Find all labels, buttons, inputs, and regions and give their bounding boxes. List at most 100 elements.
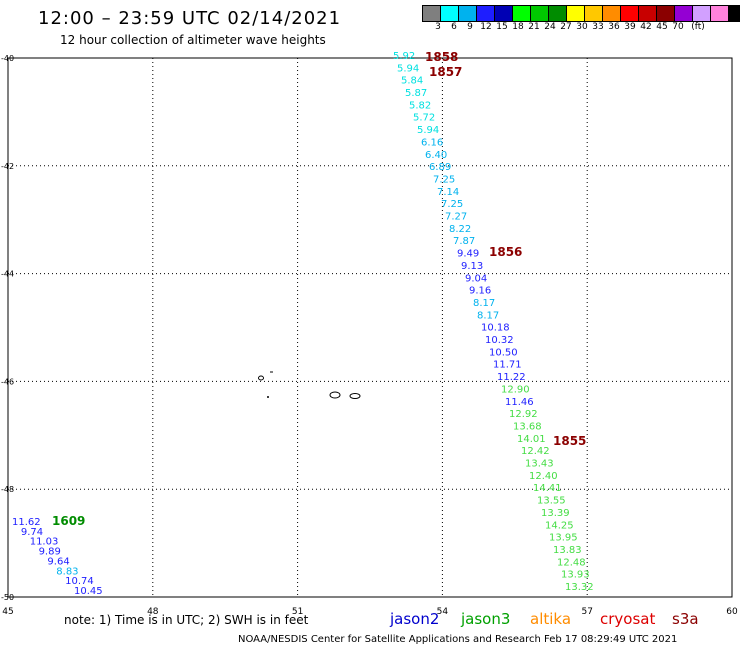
y-tick-label: -50	[1, 593, 14, 602]
swh-value: 8.83	[56, 566, 78, 577]
swh-value: 5.94	[417, 125, 439, 136]
swh-value: 6.16	[421, 137, 443, 148]
color-scale-labels: 3 6 9 12 15 18 21 24 27 30 33 36 39 42 45 70 (ft)	[422, 22, 740, 34]
swh-value: 13.68	[513, 421, 542, 432]
swh-value: 9.74	[21, 527, 43, 538]
swh-value: 7.87	[453, 236, 475, 247]
pass-time-label: 1609	[52, 514, 85, 528]
pass-time-label: 1857	[429, 65, 462, 79]
swh-value: 6.40	[425, 150, 447, 161]
swh-value: 10.32	[485, 335, 514, 346]
footer-note: note: 1) Time is in UTC; 2) SWH is in fe…	[64, 613, 309, 627]
x-tick-label: 45	[2, 607, 13, 617]
swh-value: 9.16	[469, 286, 491, 297]
scale-label: (ft)	[691, 22, 705, 32]
satellite-label: jason2	[390, 610, 440, 628]
island-outline	[267, 396, 269, 398]
x-tick-label: 48	[147, 607, 159, 617]
pass-time-label: 1855	[553, 434, 586, 448]
satellite-label: cryosat	[600, 610, 656, 628]
x-tick-label: 57	[581, 607, 592, 617]
swh-value: 12.40	[529, 471, 558, 482]
swh-value: 13.55	[537, 496, 566, 507]
y-tick-label: -46	[1, 377, 14, 386]
scale-label: 45	[656, 22, 668, 32]
page-subtitle: 12 hour collection of altimeter wave hei…	[60, 33, 326, 47]
credit-line: NOAA/NESDIS Center for Satellite Applica…	[238, 634, 678, 645]
swh-value: 13.43	[525, 459, 554, 470]
swh-value: 9.04	[465, 273, 487, 284]
scale-swatch	[728, 5, 740, 22]
swh-value: 10.18	[481, 323, 510, 334]
swh-value: 10.50	[489, 347, 518, 358]
swh-value: 7.27	[445, 212, 467, 223]
scale-label: 27	[560, 22, 572, 32]
island-outline	[329, 391, 341, 399]
swh-value: 9.13	[461, 261, 483, 272]
satellite-label: altika	[530, 610, 572, 628]
swh-value: 11.71	[493, 360, 522, 371]
scale-label: 9	[467, 22, 473, 32]
swh-value: 13.32	[565, 582, 594, 593]
scale-label: 30	[576, 22, 588, 32]
swh-value: 13.39	[541, 508, 570, 519]
scale-label: 42	[640, 22, 652, 32]
swh-value: 12.90	[501, 384, 530, 395]
map-frame	[7, 57, 733, 598]
swh-value: 10.74	[65, 576, 94, 587]
swh-value: 14.01	[517, 434, 546, 445]
x-tick-label: 60	[726, 607, 738, 617]
swh-value: 8.17	[473, 298, 495, 309]
swh-value: 12.42	[521, 446, 550, 457]
swh-value: 13.95	[549, 533, 578, 544]
scale-label: 36	[608, 22, 620, 32]
scale-label: 18	[512, 22, 524, 32]
swh-value: 5.94	[397, 63, 419, 74]
x-tick-label: 51	[292, 607, 303, 617]
swh-value: 11.03	[30, 537, 59, 548]
swh-value: 8.17	[477, 310, 499, 321]
swh-value: 5.87	[405, 88, 427, 99]
x-tick-label: 54	[437, 607, 449, 617]
scale-label: 39	[624, 22, 636, 32]
scale-label: 33	[592, 22, 604, 32]
y-tick-label: -48	[1, 485, 14, 494]
swh-value: 5.72	[413, 113, 435, 124]
swh-value: 12.48	[557, 557, 586, 568]
swh-value: 5.84	[401, 76, 423, 87]
y-tick-label: -44	[1, 270, 14, 279]
swh-value: 12.92	[509, 409, 538, 420]
pass-time-label: 1856	[489, 245, 522, 259]
swh-value: 5.92	[393, 51, 415, 62]
island-outline	[258, 375, 264, 381]
swh-value: 7.14	[437, 187, 459, 198]
swh-value: 5.82	[409, 100, 431, 111]
swh-value: 10.45	[74, 586, 103, 597]
island-outline	[349, 393, 361, 399]
y-tick-label: -40	[1, 54, 14, 63]
swh-value: 7.25	[441, 199, 463, 210]
swh-value: 7.25	[433, 174, 455, 185]
scale-label: 3	[435, 22, 441, 32]
swh-value: 9.49	[457, 249, 479, 260]
swh-value: 13.93	[561, 570, 590, 581]
page-title: 12:00 – 23:59 UTC 02/14/2021	[38, 8, 342, 29]
swh-value: 14.41	[533, 483, 562, 494]
swh-value: 11.62	[12, 517, 41, 528]
swh-value: 9.64	[47, 556, 69, 567]
satellite-label: s3a	[672, 610, 699, 628]
scale-label: 12	[480, 22, 492, 32]
swh-value: 9.89	[39, 547, 61, 558]
scale-label: 70	[672, 22, 684, 32]
color-scale-legend	[422, 5, 740, 22]
pass-time-label: 1858	[425, 50, 458, 64]
satellite-label: jason3	[461, 610, 511, 628]
y-tick-label: -42	[1, 162, 14, 171]
swh-value: 11.22	[497, 372, 526, 383]
swh-value: 14.25	[545, 520, 574, 531]
scale-label: 6	[451, 22, 457, 32]
scale-label: 24	[544, 22, 556, 32]
swh-value: 13.83	[553, 545, 582, 556]
swh-value: 8.22	[449, 224, 471, 235]
